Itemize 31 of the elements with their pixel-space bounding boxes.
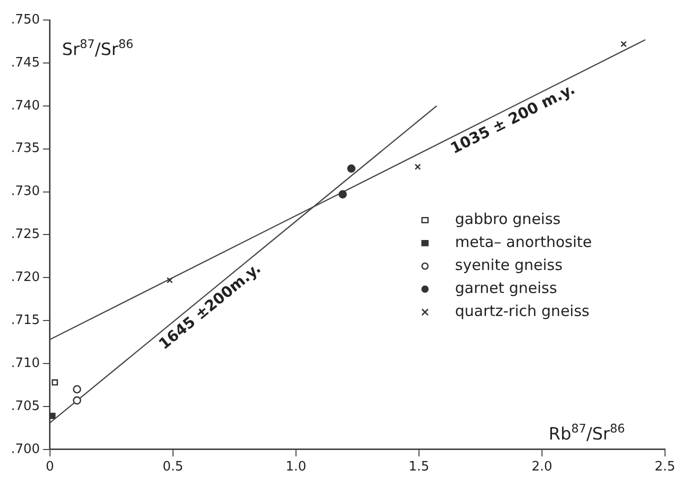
legend-label: garnet gneiss [455, 279, 558, 298]
y-tick-label: .725 [10, 227, 40, 242]
legend-label: quartz-rich gneiss [455, 302, 590, 320]
point [414, 164, 421, 170]
y-tick-label: .700 [10, 442, 40, 457]
point [52, 379, 58, 386]
x-tick-label: 1.5 [408, 460, 430, 475]
y-tick-label: .740 [10, 98, 40, 114]
point [50, 412, 56, 420]
point [72, 396, 82, 405]
y-tick-label: .705 [10, 398, 40, 414]
legend-label: gabbro gneiss [455, 210, 561, 228]
y-tick-label: .710 [10, 356, 40, 371]
point [338, 190, 347, 198]
y-tick-label: .745 [10, 55, 40, 70]
y-tick-label: .735 [10, 141, 40, 156]
point [166, 277, 173, 284]
y-tick-label: .715 [10, 312, 40, 328]
legend-label: meta– anorthosite [455, 233, 592, 252]
x-tick-label: 2.5 [654, 460, 676, 475]
point [347, 164, 356, 173]
y-tick-label: .730 [10, 184, 40, 200]
x-tick-label: 0.5 [162, 460, 184, 475]
y-tick-label: .750 [10, 12, 40, 28]
x-tick-label: 0 [46, 460, 54, 475]
y-tick-label: .720 [10, 270, 40, 286]
point [620, 40, 627, 48]
x-tick-label: 1.0 [286, 460, 306, 475]
point [72, 385, 82, 394]
x-tick-label: 2.0 [532, 460, 552, 475]
legend-label: syenite gneiss [455, 256, 563, 274]
